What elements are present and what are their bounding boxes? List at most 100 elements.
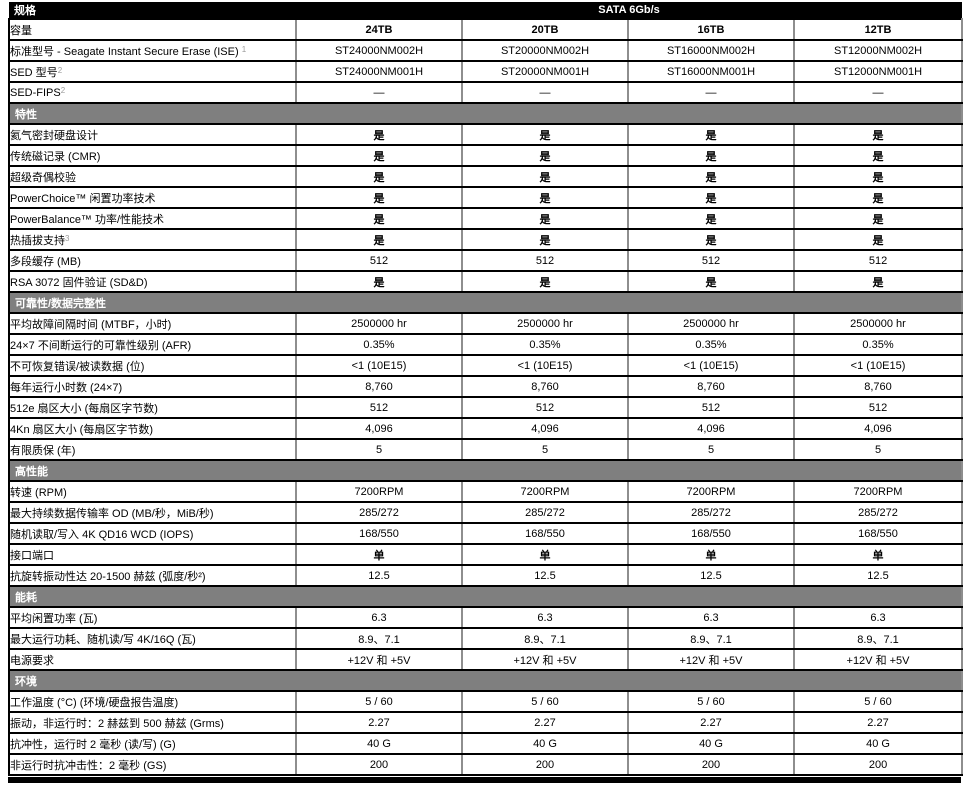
row-label-text: 512e 扇区大小 (每扇区字节数) <box>10 402 158 415</box>
row-label-text: 随机读取/写入 4K QD16 WCD (IOPS) <box>10 528 194 541</box>
row-label: 最大持续数据传输率 OD (MB/秒，MiB/秒) <box>8 501 296 524</box>
cell-value: 是 <box>627 144 794 167</box>
cell-value: 是 <box>461 270 628 293</box>
cell-value: — <box>792 81 964 104</box>
cell-value: 是 <box>627 123 794 146</box>
cell-value: 40 G <box>295 732 462 755</box>
section-title: 高性能 <box>7 459 964 482</box>
cell-value: 0.35% <box>295 333 462 356</box>
cell-value: ST24000NM002H <box>295 39 462 62</box>
row-label-text: 容量 <box>10 24 32 37</box>
cell-value: 24TB <box>295 18 462 41</box>
cell-value: ST20000NM001H <box>461 60 628 83</box>
cell-value: 单 <box>295 543 462 566</box>
cell-value: 5 / 60 <box>295 690 462 713</box>
row-label: 4Kn 扇区大小 (每扇区字节数) <box>8 417 296 440</box>
row-label: 工作温度 (°C) (环境/硬盘报告温度) <box>8 690 296 713</box>
row-label: PowerBalance™ 功率/性能技术 <box>8 207 296 230</box>
cell-value: 7200RPM <box>461 480 628 503</box>
cell-value: 5 / 60 <box>792 690 964 713</box>
cell-value: 2.27 <box>627 711 794 734</box>
cell-value: 是 <box>295 144 462 167</box>
section-title: 可靠性/数据完整性 <box>7 291 964 314</box>
section-title: 特性 <box>7 102 964 125</box>
cell-value: 512 <box>792 396 964 419</box>
cell-value: 285/272 <box>461 501 628 524</box>
cell-value: 是 <box>295 123 462 146</box>
cell-value: 512 <box>627 249 794 272</box>
cell-value: 200 <box>627 753 794 776</box>
cell-value: 是 <box>792 270 964 293</box>
cell-value: 5 <box>627 438 794 461</box>
cell-value: 0.35% <box>792 333 964 356</box>
cell-value: 单 <box>792 543 964 566</box>
row-label-text: 工作温度 (°C) (环境/硬盘报告温度) <box>10 696 179 709</box>
row-label: 接口端口 <box>8 543 296 566</box>
spec-row: 有限质保 (年) 5 5 5 5 <box>8 438 964 461</box>
cell-value: 6.3 <box>627 606 794 629</box>
cell-value: 4,096 <box>627 417 794 440</box>
row-label: PowerChoice™ 闲置功率技术 <box>8 186 296 209</box>
row-label-text: 传统磁记录 (CMR) <box>10 150 101 163</box>
row-label-text: 24×7 不间断运行的可靠性级别 (AFR) <box>10 339 192 352</box>
cell-value: 285/272 <box>792 501 964 524</box>
cell-value: 单 <box>461 543 628 566</box>
cell-value: 4,096 <box>461 417 628 440</box>
row-label-text: 抗旋转振动性达 20-1500 赫兹 (弧度/秒²) <box>10 570 206 583</box>
cell-value: — <box>461 81 628 104</box>
spec-row: 超级奇偶校验是是是是 <box>8 165 964 188</box>
bottom-section-bar <box>8 777 961 783</box>
cell-value: 12TB <box>792 18 964 41</box>
cell-value: 8.9、7.1 <box>627 627 794 650</box>
row-label-text: 多段缓存 (MB) <box>10 255 81 268</box>
row-label: 非运行时抗冲击性：2 毫秒 (GS) <box>8 753 296 776</box>
interface-header-label: SATA 6Gb/s <box>296 2 963 19</box>
spec-row: 振动，非运行时：2 赫兹到 500 赫兹 (Grms) 2.27 2.27 2.27 2… <box>8 711 964 734</box>
row-label: 超级奇偶校验 <box>8 165 296 188</box>
spec-row: 平均闲置功率 (瓦) 6.3 6.3 6.3 6.3 <box>8 606 964 629</box>
spec-row: 接口端口单单单单 <box>8 543 964 566</box>
row-label-text: 标准型号 - Seagate Instant Secure Erase (ISE… <box>10 45 242 58</box>
cell-value: 40 G <box>792 732 964 755</box>
cell-value: 0.35% <box>461 333 628 356</box>
cell-value: 单 <box>627 543 794 566</box>
row-label: 传统磁记录 (CMR) <box>8 144 296 167</box>
row-label-text: RSA 3072 固件验证 (SD&D) <box>10 276 148 289</box>
section-header-row: 可靠性/数据完整性 <box>7 291 964 314</box>
cell-value: 8,760 <box>627 375 794 398</box>
cell-value: 12.5 <box>792 564 964 587</box>
row-label-text: 平均故障间隔时间 (MTBF，小时) <box>10 318 172 331</box>
spec-row: 4Kn 扇区大小 (每扇区字节数) 4,096 4,096 4,096 4,096 <box>8 417 964 440</box>
spec-row: 电源要求 +12V 和 +5V +12V 和 +5V +12V 和 +5V +12V 和… <box>8 648 964 671</box>
cell-value: 168/550 <box>792 522 964 545</box>
row-label-text: SED 型号 <box>10 66 58 79</box>
row-label: 标准型号 - Seagate Instant Secure Erase (ISE… <box>8 39 296 62</box>
cell-value: 12.5 <box>295 564 462 587</box>
spec-row: 容量 24TB 20TB 16TB 12TB <box>8 18 964 41</box>
cell-value: — <box>295 81 462 104</box>
spec-row: 抗冲性，运行时 2 毫秒 (读/写) (G) 40 G 40 G 40 G 40 G <box>8 732 964 755</box>
cell-value: 是 <box>792 144 964 167</box>
cell-value: +12V 和 +5V <box>295 648 462 671</box>
row-label-text: 最大运行功耗、随机读/写 4K/16Q (瓦) <box>10 633 196 646</box>
row-label: 电源要求 <box>8 648 296 671</box>
row-label-text: 不可恢复错误/被读数据 (位) <box>10 360 145 373</box>
row-label: 有限质保 (年) <box>8 438 296 461</box>
row-label: 氦气密封硬盘设计 <box>8 123 296 146</box>
cell-value: 0.35% <box>627 333 794 356</box>
cell-value: 200 <box>461 753 628 776</box>
cell-value: 16TB <box>627 18 794 41</box>
cell-value: ST20000NM002H <box>461 39 628 62</box>
spec-row: 标准型号 - Seagate Instant Secure Erase (ISE… <box>8 39 964 62</box>
spec-header-label: 规格 <box>9 2 296 19</box>
spec-table-body: 容量 24TB 20TB 16TB 12TB 标准型号 - Seagate Instant… <box>7 18 964 776</box>
cell-value: ST12000NM001H <box>792 60 964 83</box>
cell-value: 40 G <box>627 732 794 755</box>
spec-row: 多段缓存 (MB) 512 512 512 512 <box>8 249 964 272</box>
cell-value: 是 <box>627 207 794 230</box>
spec-row: 每年运行小时数 (24×7) 8,760 8,760 8,760 8,760 <box>8 375 964 398</box>
cell-value: 是 <box>792 228 964 251</box>
cell-value: 是 <box>461 144 628 167</box>
cell-value: ST16000NM002H <box>627 39 794 62</box>
cell-value: 2.27 <box>295 711 462 734</box>
